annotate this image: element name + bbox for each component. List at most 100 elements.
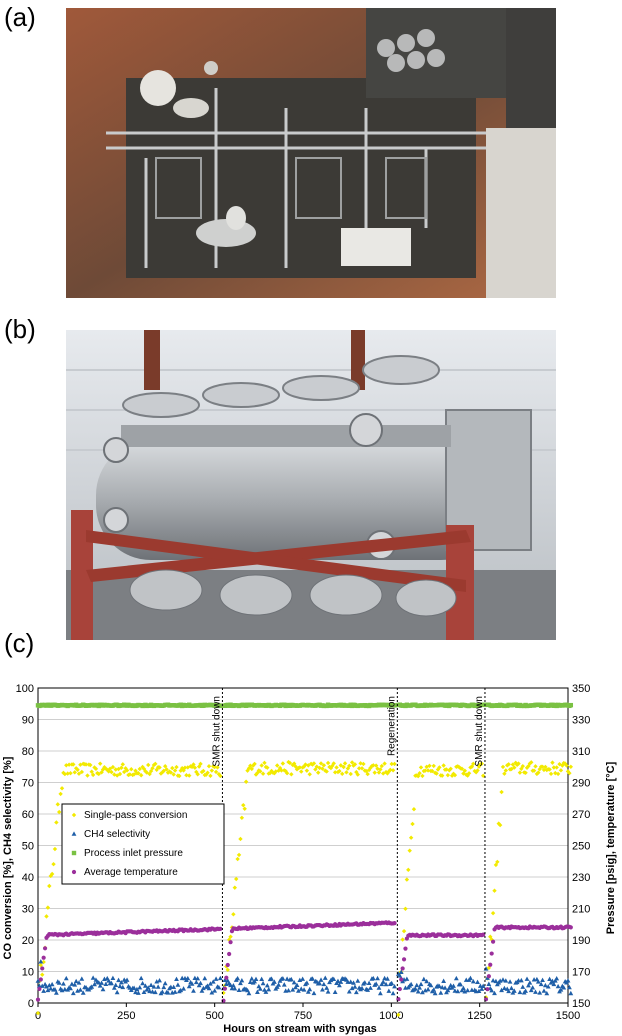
data-point-average-temperature	[222, 986, 228, 991]
y-right-tick-label: 330	[572, 715, 590, 727]
data-point-ch4-selectivity	[217, 975, 223, 981]
x-tick-label: 1000	[379, 1010, 403, 1022]
data-point-ch4-selectivity	[502, 985, 507, 991]
data-point-single-pass-conversion	[536, 770, 541, 775]
data-point-ch4-selectivity	[336, 982, 342, 988]
data-point-ch4-selectivity	[365, 987, 371, 992]
data-point-ch4-selectivity	[148, 982, 154, 987]
data-point-ch4-selectivity	[288, 976, 294, 982]
data-point-ch4-selectivity	[181, 986, 186, 991]
data-point-single-pass-conversion	[225, 967, 230, 973]
data-point-ch4-selectivity	[178, 987, 184, 993]
data-point-ch4-selectivity	[266, 986, 272, 992]
data-point-single-pass-conversion	[490, 910, 496, 916]
data-point-ch4-selectivity	[89, 984, 95, 989]
data-point-ch4-selectivity	[284, 976, 290, 981]
data-point-ch4-selectivity	[397, 973, 403, 978]
data-point-ch4-selectivity	[41, 988, 47, 993]
data-point-single-pass-conversion	[242, 806, 247, 811]
panel-label-b: (b)	[4, 314, 36, 344]
y-right-tick-label: 190	[572, 935, 590, 947]
data-point-single-pass-conversion	[534, 771, 540, 777]
y-right-tick-label: 310	[572, 746, 590, 758]
data-point-ch4-selectivity	[109, 980, 114, 986]
data-point-single-pass-conversion	[234, 876, 239, 882]
data-point-ch4-selectivity	[276, 982, 282, 987]
data-point-ch4-selectivity	[506, 988, 512, 994]
data-point-ch4-selectivity	[100, 986, 106, 992]
data-point-ch4-selectivity	[368, 985, 373, 990]
x-tick-label: 500	[205, 1010, 223, 1022]
data-point-ch4-selectivity	[373, 981, 379, 986]
data-point-ch4-selectivity	[171, 984, 177, 990]
legend-marker	[71, 812, 77, 818]
data-point-single-pass-conversion	[232, 885, 238, 890]
data-point-ch4-selectivity	[517, 989, 523, 995]
data-point-single-pass-conversion	[404, 877, 410, 882]
data-point-single-pass-conversion	[119, 765, 124, 771]
data-point-ch4-selectivity	[198, 980, 203, 986]
data-point-ch4-selectivity	[338, 979, 344, 984]
data-point-ch4-selectivity	[436, 983, 442, 989]
data-point-single-pass-conversion	[208, 773, 213, 779]
y-left-tick-label: 10	[22, 967, 34, 979]
data-point-single-pass-conversion	[447, 768, 452, 773]
data-point-single-pass-conversion	[400, 937, 405, 942]
data-point-ch4-selectivity	[362, 980, 368, 985]
data-point-single-pass-conversion	[537, 766, 542, 772]
data-point-single-pass-conversion	[411, 806, 417, 812]
data-point-ch4-selectivity	[565, 978, 571, 983]
data-point-ch4-selectivity	[301, 987, 307, 992]
data-point-ch4-selectivity	[420, 989, 425, 995]
data-point-ch4-selectivity	[78, 987, 83, 992]
data-point-ch4-selectivity	[486, 981, 492, 986]
data-point-ch4-selectivity	[307, 986, 313, 992]
x-axis-label: Hours on stream with syngas	[223, 1023, 376, 1035]
data-point-ch4-selectivity	[335, 978, 341, 983]
y-right-tick-label: 150	[572, 998, 590, 1010]
data-point-average-temperature	[397, 986, 402, 992]
y-left-tick-label: 40	[22, 872, 34, 884]
data-point-single-pass-conversion	[334, 765, 339, 770]
data-point-single-pass-conversion	[236, 852, 242, 858]
event-label: SMR shut down	[474, 696, 485, 767]
data-point-single-pass-conversion	[348, 771, 353, 777]
data-point-average-temperature	[481, 932, 486, 937]
data-point-single-pass-conversion	[248, 763, 253, 768]
data-point-single-pass-conversion	[59, 786, 65, 791]
data-point-ch4-selectivity	[174, 976, 179, 982]
data-point-ch4-selectivity	[297, 977, 303, 983]
data-point-ch4-selectivity	[376, 985, 382, 990]
data-point-ch4-selectivity	[445, 987, 451, 993]
data-point-ch4-selectivity	[230, 982, 236, 988]
panel-label-a: (a)	[4, 2, 36, 32]
data-point-single-pass-conversion	[120, 762, 125, 767]
data-point-ch4-selectivity	[293, 984, 298, 990]
data-point-ch4-selectivity	[212, 988, 218, 993]
data-point-ch4-selectivity	[73, 978, 79, 984]
data-point-ch4-selectivity	[528, 987, 534, 993]
data-point-ch4-selectivity	[202, 975, 208, 981]
data-point-ch4-selectivity	[52, 986, 58, 992]
data-point-single-pass-conversion	[420, 773, 425, 779]
data-point-single-pass-conversion	[228, 934, 233, 939]
data-point-average-temperature	[37, 986, 42, 992]
data-point-single-pass-conversion	[406, 867, 411, 873]
data-point-single-pass-conversion	[423, 768, 428, 773]
y-left-tick-label: 50	[22, 841, 34, 853]
data-point-ch4-selectivity	[554, 976, 560, 981]
data-point-ch4-selectivity	[468, 975, 473, 981]
data-point-ch4-selectivity	[165, 990, 171, 995]
data-point-single-pass-conversion	[396, 1012, 401, 1018]
data-point-single-pass-conversion	[181, 768, 186, 773]
data-point-ch4-selectivity	[90, 975, 96, 980]
data-point-ch4-selectivity	[269, 976, 274, 981]
data-point-ch4-selectivity	[432, 990, 438, 996]
data-point-ch4-selectivity	[92, 981, 97, 987]
data-point-ch4-selectivity	[246, 990, 252, 996]
data-point-average-temperature	[392, 921, 397, 926]
data-point-ch4-selectivity	[377, 990, 383, 996]
data-point-single-pass-conversion	[141, 766, 147, 772]
data-point-single-pass-conversion	[66, 762, 72, 767]
data-point-single-pass-conversion	[209, 768, 215, 773]
